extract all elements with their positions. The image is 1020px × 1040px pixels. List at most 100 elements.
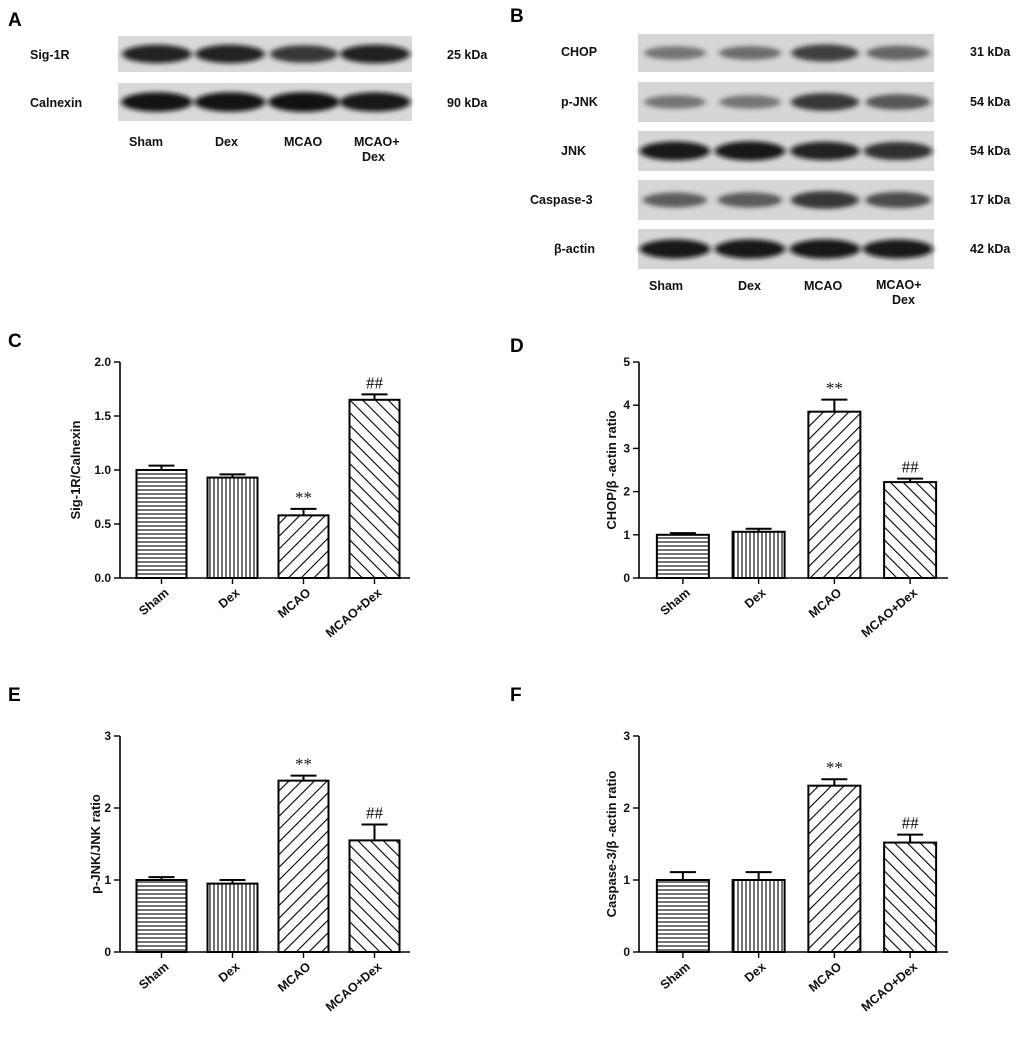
y-tick-label: 5 <box>623 355 630 369</box>
bar <box>348 839 401 954</box>
significance-marker: ## <box>366 373 384 392</box>
blot-row: Caspase-3 17 kDa <box>530 180 1011 220</box>
y-tick-label: 2.0 <box>94 355 111 369</box>
blot-bands <box>644 93 931 111</box>
blot-row: Sig-1R 25 kDa <box>30 36 488 72</box>
lane-label-mcao-dex: MCAO+ Dex <box>876 278 922 307</box>
bar <box>135 469 188 579</box>
y-tick-label: 0 <box>623 571 630 585</box>
bar <box>731 879 786 953</box>
blot-row-label: Calnexin <box>30 96 82 110</box>
blot-band <box>268 92 340 112</box>
blot-bands <box>643 191 931 209</box>
bar <box>348 398 401 579</box>
panel-letter-b: B <box>510 6 524 27</box>
blot-band <box>865 94 931 110</box>
y-tick-label: 1 <box>623 528 630 542</box>
blot-row-label: Sig-1R <box>30 48 70 62</box>
x-tick-label: Sham <box>658 960 693 993</box>
y-tick-label: 2 <box>104 801 111 815</box>
blot-bands <box>639 239 934 259</box>
blot-band <box>789 239 861 259</box>
bar <box>807 410 862 579</box>
blot-row-label: CHOP <box>561 45 597 59</box>
lane-label-dex: Dex <box>738 279 761 293</box>
y-tick-label: 3 <box>623 441 630 455</box>
y-axis-label: Sig-1R/Calnexin <box>68 420 83 519</box>
y-tick-label: 0 <box>104 945 111 959</box>
blot-band <box>714 239 786 259</box>
blot-row: p-JNK 54 kDa <box>561 82 1011 122</box>
bar <box>883 841 938 953</box>
blot-band <box>194 92 266 112</box>
significance-marker: ** <box>826 379 843 398</box>
blot-row-label: Caspase-3 <box>530 193 593 207</box>
blot-bands <box>122 44 410 64</box>
bar <box>135 879 188 953</box>
panel-letter-c: C <box>8 331 22 352</box>
bar <box>206 476 259 579</box>
bar-chart-caspase3-beta-actin: 0 1 2 3 Caspase-3/β -actin ratio Sham Dex ** MCA… <box>604 729 948 1014</box>
lane-label-mcao: MCAO <box>804 279 842 293</box>
blot-band <box>714 141 786 161</box>
x-tick-label: MCAO+Dex <box>323 586 384 641</box>
blot-row: JNK 54 kDa <box>561 131 1011 171</box>
y-axis-label: Caspase-3/β -actin ratio <box>604 771 619 918</box>
significance-marker: ** <box>295 488 312 507</box>
bar <box>655 533 710 579</box>
y-tick-label: 1 <box>623 873 630 887</box>
y-axis-label: p-JNK/JNK ratio <box>88 794 103 894</box>
blot-kda-label: 42 kDa <box>970 242 1011 256</box>
x-tick-label: Dex <box>742 586 769 611</box>
bar <box>206 882 259 953</box>
blot-band <box>719 95 781 109</box>
significance-marker: ## <box>902 458 920 477</box>
lane-label-sham: Sham <box>129 135 163 149</box>
panel-letter-a: A <box>8 10 22 31</box>
blot-bands <box>639 141 933 161</box>
bar <box>883 481 938 580</box>
blot-kda-label: 54 kDa <box>970 95 1011 109</box>
y-tick-label: 3 <box>623 729 630 743</box>
y-tick-label: 1.0 <box>94 463 111 477</box>
blot-band <box>866 45 930 61</box>
y-tick-label: 0.0 <box>94 571 111 585</box>
blot-band <box>339 92 411 112</box>
blot-bands <box>644 44 930 62</box>
x-tick-label: MCAO <box>275 585 313 620</box>
blot-band <box>644 46 706 60</box>
lane-label-mcao: MCAO <box>284 135 322 149</box>
significance-marker: ## <box>902 814 920 833</box>
lane-label-sham: Sham <box>649 279 683 293</box>
bar-chart-pjnk-jnk: 0 1 2 3 p-JNK/JNK ratio Sham Dex ** MCAO ## MCAO+D… <box>88 729 410 1014</box>
bar <box>731 530 786 579</box>
x-tick-label: Dex <box>216 586 243 611</box>
x-tick-label: Sham <box>658 586 693 619</box>
bar-chart-sig1r-calnexin: 0.0 0.5 1.0 1.5 2.0 Sig-1R/Calnexin Sham Dex ** M… <box>68 355 410 640</box>
blot-row-label: β-actin <box>554 242 595 256</box>
blot-kda-label: 25 kDa <box>447 48 488 62</box>
bar <box>807 784 862 953</box>
significance-marker: ## <box>366 804 384 823</box>
lane-label-dex: Dex <box>215 135 238 149</box>
western-blot-a: Sig-1R 25 kDa Calnexin 90 kDa Sham Dex M… <box>30 36 488 164</box>
bar <box>277 779 330 954</box>
blot-kda-label: 17 kDa <box>970 193 1011 207</box>
blot-band <box>791 191 859 209</box>
x-tick-label: MCAO <box>806 585 844 620</box>
x-tick-label: Sham <box>136 960 171 993</box>
blot-band <box>718 46 782 60</box>
blot-band <box>270 45 338 63</box>
blot-band <box>340 44 410 64</box>
blot-band <box>863 142 933 160</box>
x-tick-label: Dex <box>216 960 243 985</box>
blot-kda-label: 54 kDa <box>970 144 1011 158</box>
x-tick-label: MCAO <box>275 959 313 994</box>
x-tick-label: MCAO+Dex <box>859 586 920 641</box>
blot-row-label: JNK <box>561 144 586 158</box>
x-tick-label: Sham <box>136 586 171 619</box>
panel-letter-e: E <box>8 685 21 706</box>
blot-band <box>121 92 193 112</box>
y-tick-label: 2 <box>623 485 630 499</box>
